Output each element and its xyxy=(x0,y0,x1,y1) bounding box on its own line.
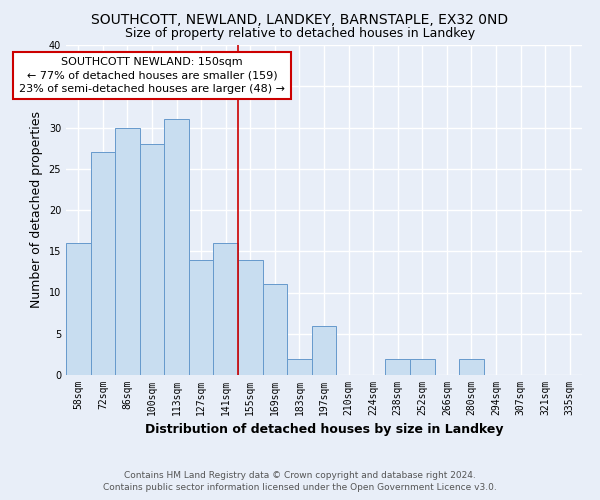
Bar xyxy=(214,243,238,375)
Bar xyxy=(115,128,140,375)
Bar xyxy=(287,358,312,375)
Text: Contains HM Land Registry data © Crown copyright and database right 2024.
Contai: Contains HM Land Registry data © Crown c… xyxy=(103,471,497,492)
Bar xyxy=(238,260,263,375)
Bar xyxy=(189,260,214,375)
Y-axis label: Number of detached properties: Number of detached properties xyxy=(30,112,43,308)
Bar xyxy=(385,358,410,375)
X-axis label: Distribution of detached houses by size in Landkey: Distribution of detached houses by size … xyxy=(145,424,503,436)
Bar xyxy=(140,144,164,375)
Bar xyxy=(459,358,484,375)
Bar xyxy=(410,358,434,375)
Bar xyxy=(164,119,189,375)
Bar xyxy=(91,152,115,375)
Text: Size of property relative to detached houses in Landkey: Size of property relative to detached ho… xyxy=(125,28,475,40)
Bar xyxy=(66,243,91,375)
Bar xyxy=(263,284,287,375)
Text: SOUTHCOTT, NEWLAND, LANDKEY, BARNSTAPLE, EX32 0ND: SOUTHCOTT, NEWLAND, LANDKEY, BARNSTAPLE,… xyxy=(91,12,509,26)
Bar xyxy=(312,326,336,375)
Text: SOUTHCOTT NEWLAND: 150sqm
← 77% of detached houses are smaller (159)
23% of semi: SOUTHCOTT NEWLAND: 150sqm ← 77% of detac… xyxy=(19,58,285,94)
